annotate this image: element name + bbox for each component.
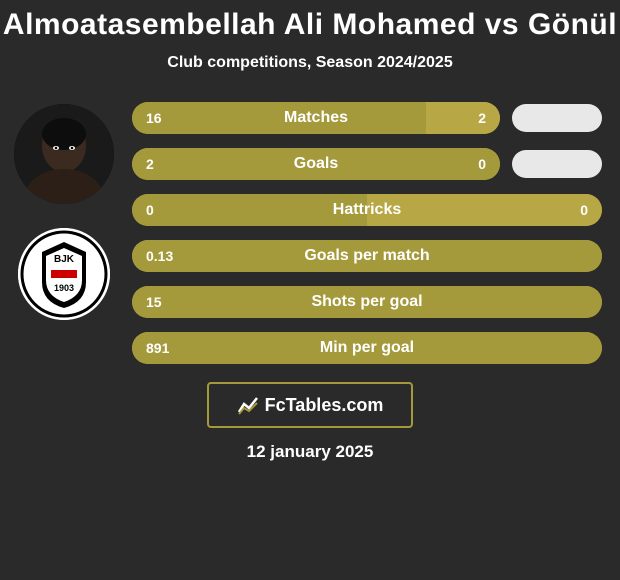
stat-row: 16 Matches 2 xyxy=(132,102,602,134)
bar-left-fill xyxy=(132,194,367,226)
stat-label: Hattricks xyxy=(333,201,401,219)
stat-right-value: 2 xyxy=(478,110,486,126)
stat-bar: 16 Matches 2 xyxy=(132,102,500,134)
stats-column: 16 Matches 2 2 Goals 0 0 Hattricks 0 0.13 Goals pe… xyxy=(132,102,602,364)
stat-row: 0 Hattricks 0 xyxy=(132,194,602,226)
stat-left-value: 0 xyxy=(146,202,154,218)
stat-label: Matches xyxy=(284,109,348,127)
stat-bar: 15 Shots per goal xyxy=(132,286,602,318)
club-logo: BJK 1903 xyxy=(18,228,110,320)
bar-right-fill xyxy=(367,194,602,226)
stat-row: 891 Min per goal xyxy=(132,332,602,364)
result-pill xyxy=(512,150,602,178)
stat-label: Min per goal xyxy=(320,339,414,357)
stat-left-value: 16 xyxy=(146,110,162,126)
stat-row: 0.13 Goals per match xyxy=(132,240,602,272)
stat-label: Goals xyxy=(294,155,338,173)
stat-bar: 0.13 Goals per match xyxy=(132,240,602,272)
brand-box: FcTables.com xyxy=(207,382,414,428)
page-title: Almoatasembellah Ali Mohamed vs Gönül xyxy=(0,8,620,42)
svg-text:1903: 1903 xyxy=(54,283,74,293)
brand-icon xyxy=(237,394,259,416)
bar-left-fill xyxy=(132,102,426,134)
stat-left-value: 0.13 xyxy=(146,248,173,264)
stat-right-value: 0 xyxy=(580,202,588,218)
stat-left-value: 15 xyxy=(146,294,162,310)
date-text: 12 january 2025 xyxy=(247,442,374,462)
stat-label: Goals per match xyxy=(304,247,429,265)
stat-right-value: 0 xyxy=(478,156,486,172)
left-column: BJK 1903 xyxy=(8,102,120,364)
stat-row: 15 Shots per goal xyxy=(132,286,602,318)
brand-text: FcTables.com xyxy=(265,395,384,416)
stat-left-value: 891 xyxy=(146,340,169,356)
stat-label: Shots per goal xyxy=(311,293,422,311)
stat-row: 2 Goals 0 xyxy=(132,148,602,180)
stat-bar: 2 Goals 0 xyxy=(132,148,500,180)
svg-text:BJK: BJK xyxy=(54,254,75,265)
result-pill xyxy=(512,104,602,132)
bar-right-fill xyxy=(426,102,500,134)
stat-bar: 891 Min per goal xyxy=(132,332,602,364)
subtitle: Club competitions, Season 2024/2025 xyxy=(0,54,620,72)
stat-left-value: 2 xyxy=(146,156,154,172)
player-avatar xyxy=(14,104,114,204)
stat-bar: 0 Hattricks 0 xyxy=(132,194,602,226)
